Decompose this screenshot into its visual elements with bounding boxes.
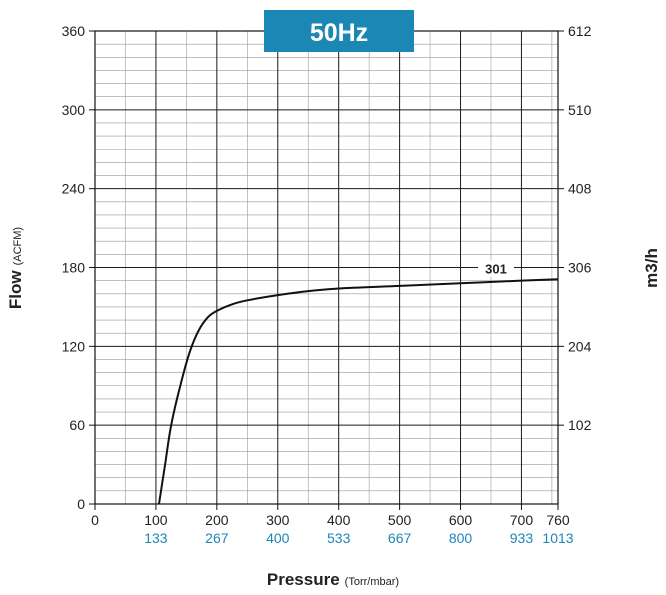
x-axis-unit-secondary: mbar [370, 576, 395, 588]
x-tick-label: 200 [205, 512, 229, 528]
y2-tick-label: 612 [568, 23, 592, 39]
x-tick-label: 300 [266, 512, 290, 528]
series-label-bg [478, 260, 515, 277]
x2-tick-label: 1013 [542, 530, 573, 546]
x-tick-label: 400 [327, 512, 351, 528]
x-axis-unit-primary: Torr [348, 576, 367, 588]
series-label: 301 [485, 262, 507, 277]
x2-tick-label: 933 [510, 530, 534, 546]
x2-tick-label: 267 [205, 530, 229, 546]
x-axis-label: Pressure [267, 570, 340, 589]
x-tick-label: 0 [91, 512, 99, 528]
y-tick-label: 120 [62, 338, 86, 354]
x2-tick-label: 400 [266, 530, 290, 546]
y-axis-title: Flow (ACFM) [6, 227, 25, 309]
y-axis-unit: (ACFM) [12, 227, 24, 266]
x-axis-unit-close: ) [395, 576, 399, 588]
x-tick-label: 100 [144, 512, 168, 528]
y-axis-label: Flow [6, 270, 25, 309]
frequency-badge [264, 10, 414, 52]
x-tick-label: 500 [388, 512, 412, 528]
y2-axis-title: m3/h [642, 248, 661, 288]
y-tick-label: 240 [62, 181, 86, 197]
y-tick-label: 300 [62, 102, 86, 118]
x-axis-unit-open: ( [345, 576, 349, 588]
x2-tick-label: 800 [449, 530, 473, 546]
y-tick-label: 60 [69, 417, 85, 433]
y2-tick-label: 204 [568, 338, 592, 354]
y2-tick-label: 408 [568, 181, 592, 197]
x-axis-title: Pressure (Torr/mbar) [267, 570, 399, 589]
y-tick-label: 180 [62, 260, 86, 276]
x-tick-label: 600 [449, 512, 473, 528]
x-tick-label: 760 [546, 512, 570, 528]
y-tick-label: 0 [77, 496, 85, 512]
series-line-301 [158, 278, 559, 505]
y2-tick-label: 306 [568, 260, 592, 276]
frequency-badge-label: 50Hz [310, 19, 368, 47]
x2-tick-label: 533 [327, 530, 351, 546]
y-tick-label: 360 [62, 23, 86, 39]
y2-tick-label: 102 [568, 417, 592, 433]
x-tick-label: 700 [510, 512, 534, 528]
x2-tick-label: 667 [388, 530, 412, 546]
x-axis-unit-separator: / [367, 576, 371, 588]
y2-tick-label: 510 [568, 102, 592, 118]
x2-tick-label: 133 [144, 530, 168, 546]
